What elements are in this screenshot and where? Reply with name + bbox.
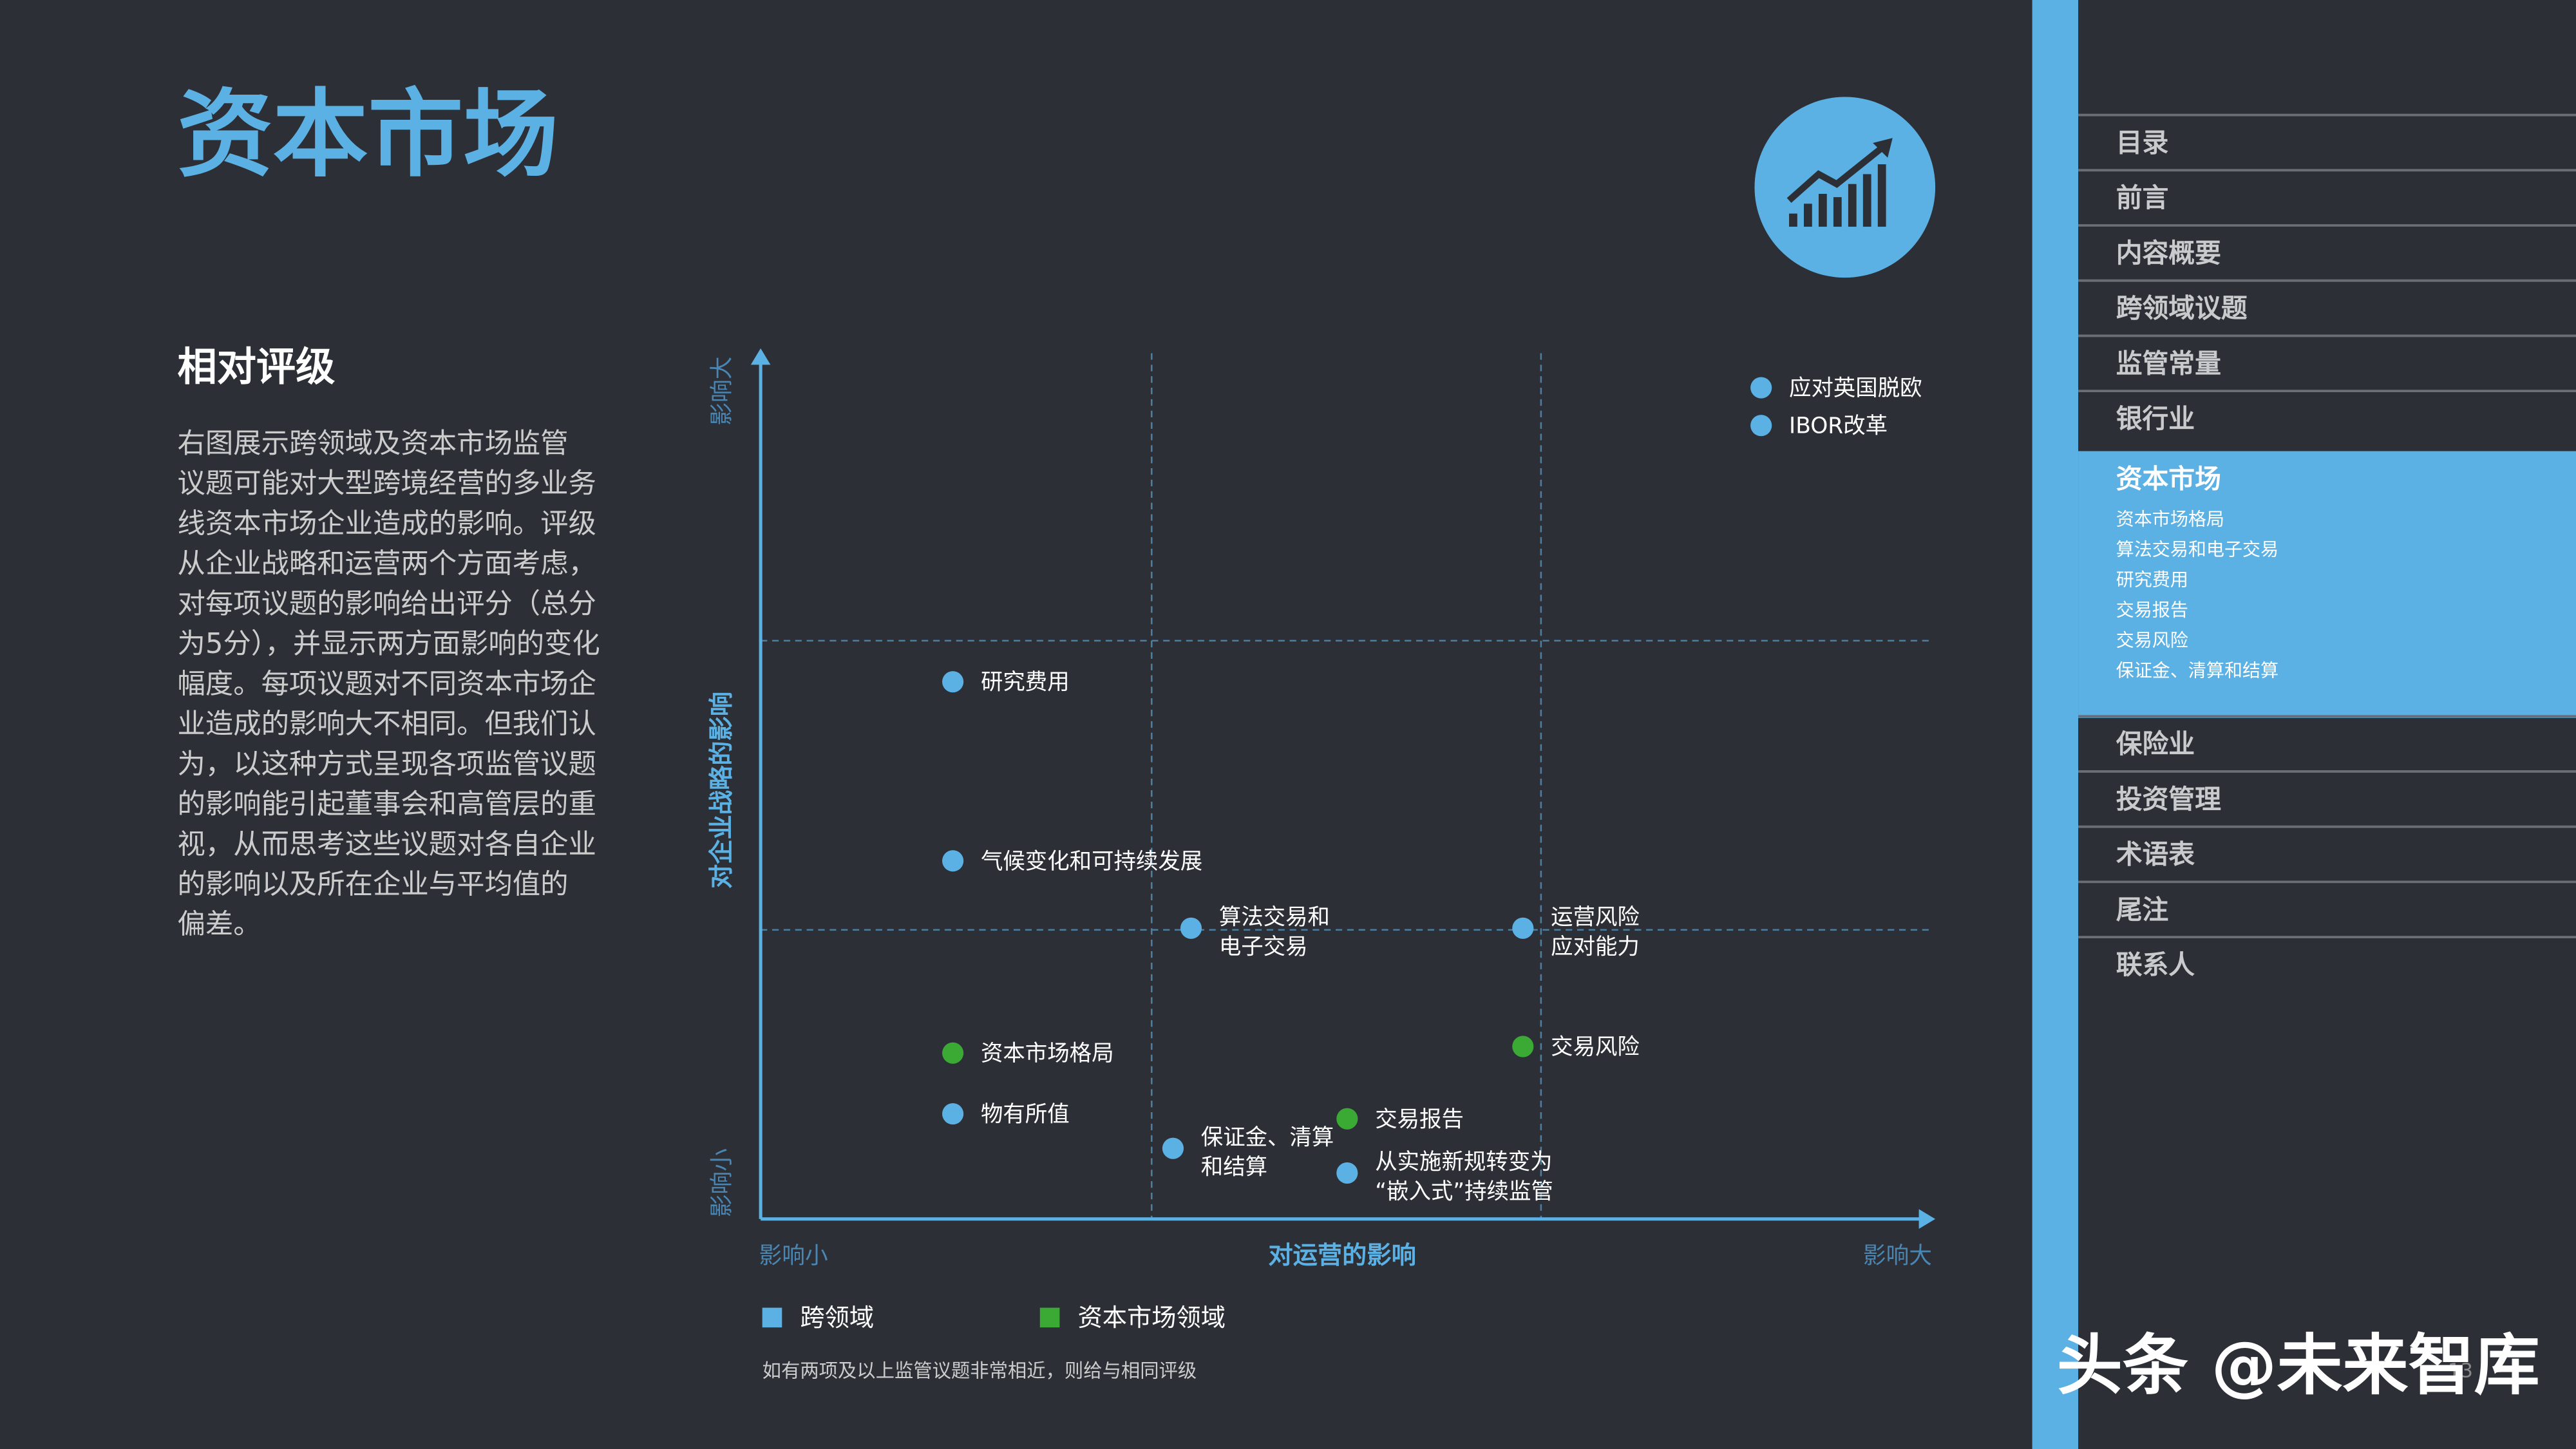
item-label: 从实施新规转变为: [1375, 1150, 1552, 1175]
item-dot: [1512, 1036, 1534, 1057]
footnote: 如有两项及以上监管议题非常相近，则给与相同评级: [762, 1360, 1197, 1382]
chart-icon: [1754, 97, 1936, 278]
x-axis-title: 对运营的影响: [1268, 1241, 1416, 1270]
body-line: 从企业战略和运营两个方面考虑，: [178, 548, 596, 580]
x-high-label: 影响大: [1863, 1243, 1932, 1269]
intro-body: 右图展示跨领域及资本市场监管议题可能对大型跨境经营的多业务线资本市场企业造成的影…: [178, 428, 600, 941]
sidebar: 目录前言内容概要跨领域议题监管常量银行业资本市场资本市场格局算法交易和电子交易研…: [2032, 0, 2576, 1449]
item-dot: [1162, 1137, 1184, 1159]
section-heading: 相对评级: [178, 345, 336, 390]
legend-swatch: [762, 1307, 782, 1328]
nav-subitem[interactable]: 保证金、清算和结算: [2116, 659, 2278, 681]
item-label: 应对英国脱欧: [1789, 375, 1922, 401]
page-title: 资本市场: [178, 79, 559, 190]
body-line: 为，以这种方式呈现各项监管议题: [178, 748, 596, 781]
item-label: 电子交易: [1219, 934, 1308, 960]
nav-item[interactable]: 术语表: [2116, 839, 2195, 870]
item-label: “嵌入式”持续监管: [1375, 1179, 1553, 1205]
item-dot: [942, 671, 964, 693]
x-low-label: 影响小: [759, 1243, 828, 1269]
item-dot: [942, 1103, 964, 1125]
item-label: 研究费用: [981, 670, 1070, 696]
item-label: 和结算: [1201, 1154, 1267, 1180]
item-dot: [1512, 917, 1534, 939]
body-line: 线资本市场企业造成的影响。评级: [178, 507, 596, 540]
item-label: 交易风险: [1551, 1034, 1640, 1060]
item-label: 资本市场格局: [981, 1041, 1114, 1066]
item-label: 气候变化和可持续发展: [981, 849, 1202, 875]
legend-label: 资本市场领域: [1077, 1303, 1226, 1332]
nav-item[interactable]: 联系人: [2116, 949, 2195, 980]
legend-swatch: [1039, 1307, 1060, 1328]
nav-item[interactable]: 前言: [2116, 182, 2169, 213]
x-arrow: [1918, 1209, 1936, 1229]
item-label: 保证金、清算: [1201, 1124, 1334, 1150]
y-high-label: 影响大: [708, 357, 735, 426]
item-dot: [942, 1042, 964, 1064]
item-label: 交易报告: [1375, 1106, 1464, 1132]
nav-item[interactable]: 目录: [2116, 127, 2169, 158]
body-line: 业造成的影响大不相同。但我们认: [178, 708, 596, 741]
impact-matrix: 影响大 影响小 对企业战略的影响 影响小 对运营的影响 影响大 研究费用气候变化…: [707, 348, 1936, 1382]
body-line: 偏差。: [178, 909, 261, 941]
item-label: 算法交易和: [1219, 905, 1330, 931]
body-line: 的影响能引起董事会和高管层的重: [178, 788, 596, 820]
active-band: [2078, 451, 2576, 718]
item-label: IBOR改革: [1789, 413, 1888, 439]
item-label: 运营风险: [1551, 905, 1640, 931]
nav-subitem[interactable]: 算法交易和电子交易: [2116, 539, 2278, 560]
nav-item[interactable]: 内容概要: [2116, 238, 2221, 269]
page-number: 13: [2448, 1360, 2473, 1383]
nav-subitem[interactable]: 交易报告: [2116, 599, 2188, 620]
sidebar-stripe: [2032, 0, 2079, 1449]
item-label: 物有所值: [981, 1102, 1070, 1128]
nav-item[interactable]: 银行业: [2116, 403, 2195, 434]
nav-item[interactable]: 投资管理: [2116, 784, 2221, 815]
nav-subitem[interactable]: 交易风险: [2116, 629, 2188, 650]
nav-subitem[interactable]: 资本市场格局: [2116, 509, 2224, 530]
item-label: 应对能力: [1551, 934, 1640, 960]
body-line: 的影响以及所在企业与平均值的: [178, 869, 569, 901]
item-dot: [1336, 1108, 1358, 1130]
item-dot: [942, 850, 964, 872]
quadrant-lines: [761, 353, 1932, 1219]
body-line: 为5分），并显示两方面影响的变化: [178, 628, 600, 660]
item-dot: [1750, 377, 1772, 399]
item-dot: [1750, 415, 1772, 437]
body-line: 对每项议题的影响给出评分（总分: [178, 588, 596, 620]
body-line: 幅度。每项议题对不同资本市场企: [178, 668, 596, 700]
y-low-label: 影响小: [708, 1148, 735, 1217]
body-line: 视，从而思考这些议题对各自企业: [178, 828, 596, 860]
nav-item-active[interactable]: 资本市场: [2116, 463, 2221, 494]
legend-label: 跨领域: [800, 1303, 874, 1332]
nav-item[interactable]: 监管常量: [2116, 348, 2221, 379]
body-line: 议题可能对大型跨境经营的多业务: [178, 468, 596, 500]
nav-item[interactable]: 跨领域议题: [2116, 293, 2248, 324]
body-line: 右图展示跨领域及资本市场监管: [178, 428, 569, 460]
item-dot: [1180, 917, 1202, 939]
item-dot: [1336, 1162, 1358, 1184]
nav-item[interactable]: 保险业: [2116, 728, 2195, 759]
watermark: 头条 @未来智库: [2057, 1327, 2540, 1404]
y-axis-title: 对企业战略的影响: [707, 692, 736, 889]
y-arrow: [750, 348, 771, 365]
nav-subitem[interactable]: 研究费用: [2116, 569, 2188, 591]
nav-item[interactable]: 尾注: [2116, 894, 2169, 925]
